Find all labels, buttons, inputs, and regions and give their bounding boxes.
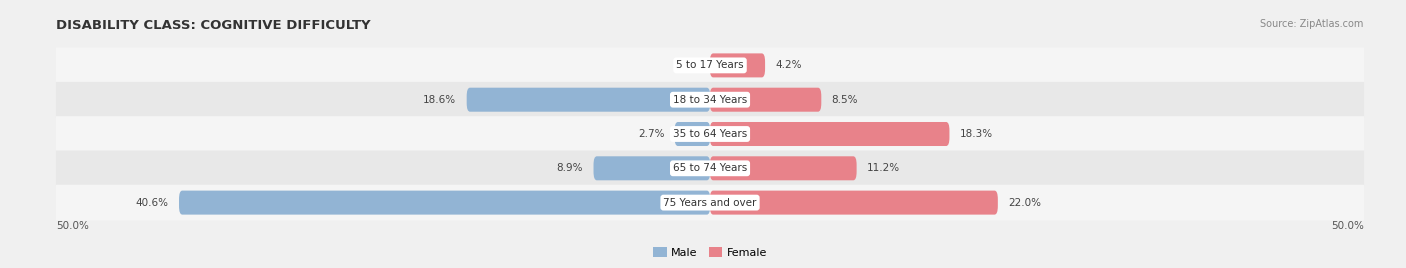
Text: 5 to 17 Years: 5 to 17 Years — [676, 60, 744, 70]
FancyBboxPatch shape — [710, 156, 856, 180]
FancyBboxPatch shape — [710, 122, 949, 146]
FancyBboxPatch shape — [56, 150, 1364, 186]
FancyBboxPatch shape — [593, 156, 710, 180]
Text: 22.0%: 22.0% — [1008, 198, 1042, 208]
Text: Source: ZipAtlas.com: Source: ZipAtlas.com — [1260, 19, 1364, 29]
FancyBboxPatch shape — [179, 191, 710, 215]
Text: 18.3%: 18.3% — [960, 129, 993, 139]
Text: DISABILITY CLASS: COGNITIVE DIFFICULTY: DISABILITY CLASS: COGNITIVE DIFFICULTY — [56, 19, 371, 32]
FancyBboxPatch shape — [56, 116, 1364, 152]
Text: 75 Years and over: 75 Years and over — [664, 198, 756, 208]
Text: 0.0%: 0.0% — [673, 60, 700, 70]
Text: 2.7%: 2.7% — [638, 129, 664, 139]
FancyBboxPatch shape — [710, 191, 998, 215]
Text: 18 to 34 Years: 18 to 34 Years — [673, 95, 747, 105]
Legend: Male, Female: Male, Female — [648, 243, 772, 262]
Text: 40.6%: 40.6% — [136, 198, 169, 208]
FancyBboxPatch shape — [56, 185, 1364, 221]
Text: 18.6%: 18.6% — [423, 95, 457, 105]
FancyBboxPatch shape — [56, 82, 1364, 118]
Text: 8.9%: 8.9% — [557, 163, 583, 173]
Text: 50.0%: 50.0% — [56, 221, 89, 232]
Text: 4.2%: 4.2% — [776, 60, 801, 70]
FancyBboxPatch shape — [675, 122, 710, 146]
Text: 50.0%: 50.0% — [1331, 221, 1364, 232]
Text: 35 to 64 Years: 35 to 64 Years — [673, 129, 747, 139]
Text: 11.2%: 11.2% — [868, 163, 900, 173]
Text: 65 to 74 Years: 65 to 74 Years — [673, 163, 747, 173]
FancyBboxPatch shape — [56, 47, 1364, 83]
FancyBboxPatch shape — [710, 53, 765, 77]
FancyBboxPatch shape — [710, 88, 821, 112]
FancyBboxPatch shape — [467, 88, 710, 112]
Text: 8.5%: 8.5% — [831, 95, 858, 105]
